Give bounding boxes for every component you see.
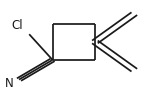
Text: N: N	[5, 76, 14, 90]
Text: Cl: Cl	[11, 19, 23, 32]
